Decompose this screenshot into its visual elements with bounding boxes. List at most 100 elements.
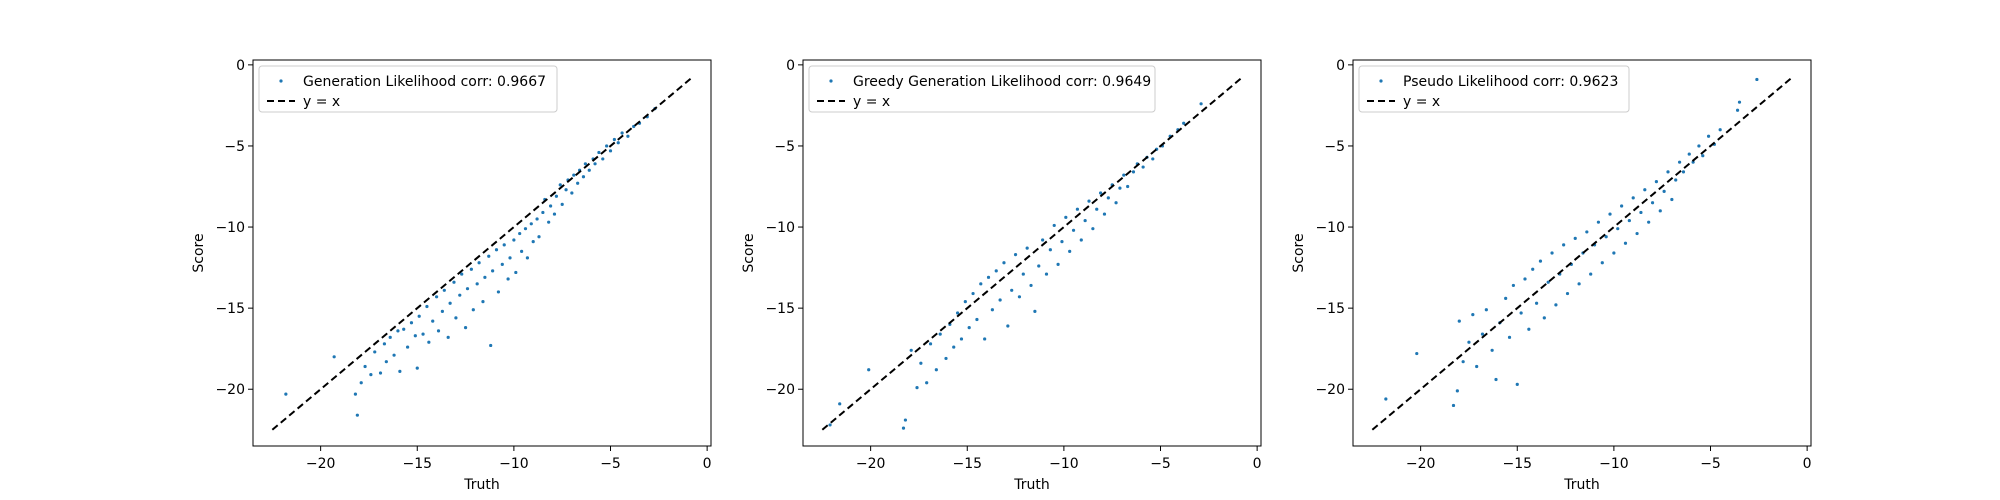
data-point [396, 329, 400, 333]
data-point [1534, 301, 1539, 305]
legend-label: y = x [1403, 94, 1440, 110]
y-tick-label: −20 [1315, 382, 1345, 398]
data-point [959, 337, 964, 341]
data-point [471, 308, 475, 312]
data-point [547, 220, 551, 224]
data-point [1674, 178, 1678, 182]
data-point [425, 304, 429, 309]
x-tick-label: −10 [499, 456, 529, 472]
data-point [1455, 389, 1459, 393]
data-point [564, 188, 568, 192]
plot-frame [1352, 59, 1812, 447]
data-point [442, 288, 446, 292]
data-point [944, 356, 948, 361]
data-point [1542, 316, 1546, 320]
data-point [1616, 227, 1620, 231]
x-tick-label: −20 [306, 456, 336, 472]
data-point [1471, 313, 1475, 317]
data-point [531, 240, 535, 244]
x-tick-label: −5 [1150, 456, 1171, 472]
data-point [570, 191, 574, 195]
data-point [1755, 77, 1759, 82]
data-point [359, 381, 363, 385]
x-tick-label: −20 [856, 456, 886, 472]
data-point [446, 335, 450, 339]
data-point [612, 137, 616, 142]
data-point [955, 311, 960, 315]
data-point [1126, 184, 1130, 189]
data-point [332, 355, 336, 359]
y-tick-label: −5 [774, 139, 795, 155]
data-point [460, 272, 464, 276]
data-point [284, 392, 288, 396]
data-point [481, 300, 485, 304]
identity-line [821, 77, 1243, 431]
data-point [398, 369, 402, 373]
data-point [1504, 296, 1508, 301]
data-point [535, 217, 539, 221]
data-point [1550, 251, 1554, 255]
data-point [1415, 351, 1419, 356]
plot-frame [252, 59, 712, 447]
data-point [1025, 246, 1029, 250]
data-point [1122, 173, 1126, 177]
data-point [421, 332, 425, 336]
data-point [928, 342, 933, 346]
legend: Generation Likelihood corr: 0.9667 y = x [258, 65, 558, 113]
y-tick-label: −20 [765, 382, 795, 398]
data-point [392, 353, 396, 357]
data-point [601, 157, 605, 161]
data-point [489, 343, 493, 348]
x-tick-label: −10 [1049, 456, 1079, 472]
data-point [1527, 327, 1531, 331]
data-point [1013, 253, 1018, 257]
data-point [500, 262, 504, 266]
data-point [986, 275, 991, 279]
data-point [1141, 165, 1145, 169]
data-point [1182, 121, 1186, 125]
data-point [1037, 264, 1041, 268]
data-point [1017, 295, 1022, 299]
data-point [1523, 277, 1527, 281]
y-tick-label: −10 [765, 220, 795, 236]
data-point [867, 368, 871, 372]
data-point [405, 345, 410, 349]
data-point [1658, 209, 1662, 213]
data-point [469, 267, 473, 271]
data-point [909, 348, 913, 352]
data-point [560, 202, 564, 206]
data-point [1600, 261, 1604, 265]
data-point [1681, 170, 1686, 174]
data-point [934, 368, 938, 372]
data-point [1099, 191, 1103, 195]
legend-point-marker [1379, 79, 1383, 83]
data-point [971, 291, 975, 296]
data-point [1687, 152, 1691, 156]
data-point [512, 238, 516, 242]
data-point [465, 287, 470, 291]
x-tick-label: 0 [1253, 456, 1262, 472]
y-tick-label: −15 [1315, 301, 1345, 317]
x-tick-label: −5 [600, 456, 621, 472]
data-point [1106, 196, 1110, 200]
data-point [1507, 335, 1512, 339]
data-point [1048, 248, 1052, 252]
data-point [520, 249, 524, 253]
x-tick-label: −15 [402, 456, 432, 472]
legend-label: Greedy Generation Likelihood corr: 0.964… [853, 74, 1151, 90]
y-axis-label: Score [741, 233, 757, 272]
data-point [458, 293, 462, 297]
x-axis-label: Truth [1013, 477, 1050, 493]
data-point [998, 298, 1002, 302]
data-point [1697, 144, 1701, 148]
y-tick-label: −10 [215, 220, 245, 236]
data-point [1095, 207, 1099, 211]
data-point [448, 301, 452, 305]
data-point [983, 337, 987, 341]
data-point [1538, 259, 1543, 263]
data-point [1021, 272, 1025, 276]
data-point [1494, 377, 1498, 382]
legend-box [808, 65, 1156, 113]
data-point [1612, 251, 1616, 255]
